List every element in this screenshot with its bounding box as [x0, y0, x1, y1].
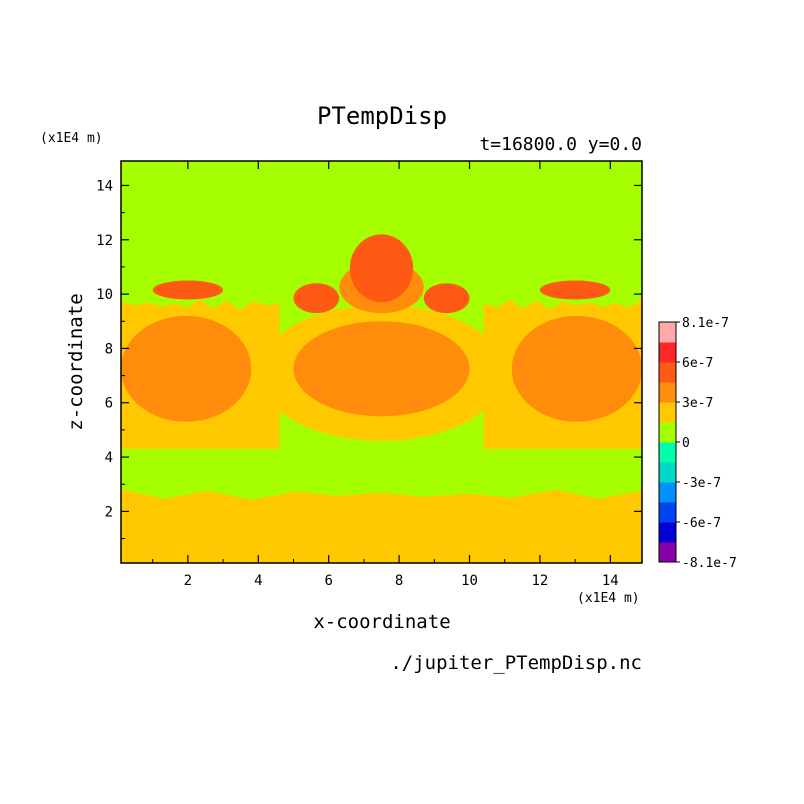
- x-tick-label: 10: [461, 573, 478, 589]
- y-tick-label: 2: [105, 504, 113, 520]
- colorbar-swatch: [659, 402, 676, 423]
- contour-region-6: [293, 321, 470, 417]
- source-file-label: ./jupiter_PTempDisp.nc: [390, 652, 642, 674]
- colorbar-swatch: [659, 442, 676, 463]
- colorbar-swatch: [659, 322, 676, 343]
- colorbar-tick-label: -6e-7: [682, 516, 721, 531]
- colorbar-tick-label: -8.1e-7: [682, 556, 737, 571]
- colorbar-swatch: [659, 382, 676, 403]
- y-tick-label: 8: [105, 341, 113, 357]
- x-tick-label: 12: [531, 573, 548, 589]
- y-tick-label: 6: [105, 396, 113, 412]
- x-tick-label: 2: [184, 573, 192, 589]
- colorbar-swatch: [659, 422, 676, 443]
- x-tick-label: 6: [324, 573, 332, 589]
- colorbar-swatch: [659, 482, 676, 503]
- y-tick-label: 4: [105, 450, 113, 466]
- contour-region-10: [423, 283, 470, 314]
- contour-region-11: [152, 280, 224, 300]
- colorbar-swatch: [659, 502, 676, 523]
- x-tick-label: 8: [395, 573, 403, 589]
- colorbar-swatch: [659, 462, 676, 483]
- contour-region-8: [349, 234, 414, 303]
- y-tick-label: 10: [96, 287, 113, 303]
- colorbar-tick-label: 0: [682, 436, 690, 451]
- colorbar-tick-label: 6e-7: [682, 356, 713, 371]
- x-tick-label: 4: [254, 573, 262, 589]
- chart-title: PTempDisp: [317, 102, 447, 130]
- y-tick-label: 14: [96, 178, 113, 194]
- colorbar: 8.1e-7 6e-7 3e-7 0 -3e-7 -6e-7 -8.1e-7: [658, 316, 737, 571]
- x-tick-label: 14: [602, 573, 619, 589]
- chart-subtitle: t=16800.0 y=0.0: [479, 134, 642, 155]
- z-unit-label: (x1E4 m): [40, 131, 103, 146]
- contour-region-0: [121, 489, 642, 563]
- y-axis-label: z-coordinate: [65, 293, 87, 430]
- colorbar-tick-label: 3e-7: [682, 396, 713, 411]
- colorbar-swatch: [659, 342, 676, 363]
- colorbar-swatch: [659, 362, 676, 383]
- colorbar-swatch: [659, 542, 676, 563]
- x-axis-label: x-coordinate: [313, 611, 450, 633]
- contour-region-5: [511, 315, 642, 422]
- contour-region-4: [121, 315, 252, 422]
- x-unit-label: (x1E4 m): [577, 591, 640, 606]
- plot-frame: [120, 160, 643, 564]
- axes: 2 4 6 8 10 12 14 2 4 6 8 10 12 14: [96, 160, 643, 589]
- colorbar-tick-label: 8.1e-7: [682, 316, 729, 331]
- plot-area: [121, 161, 642, 563]
- y-tick-label: 12: [96, 233, 113, 249]
- contour-region-12: [539, 280, 611, 300]
- contour-region-9: [293, 283, 340, 314]
- colorbar-tick-label: -3e-7: [682, 476, 721, 491]
- colorbar-swatch: [659, 522, 676, 543]
